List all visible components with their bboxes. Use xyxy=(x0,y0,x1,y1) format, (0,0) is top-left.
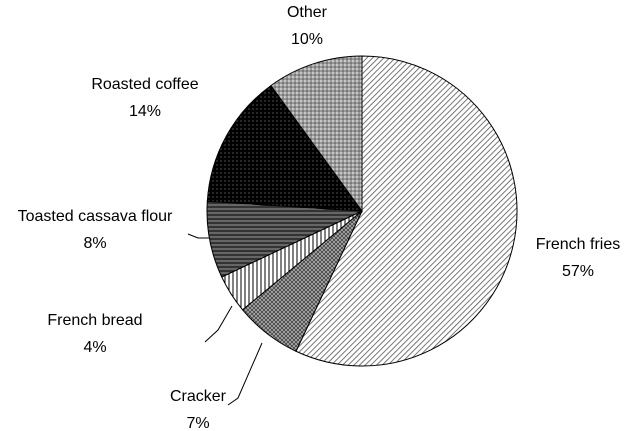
pie-slice xyxy=(295,55,518,367)
leader-line xyxy=(187,233,210,239)
slice-label: French bread 4% xyxy=(15,307,175,361)
category-label: French fries xyxy=(535,236,621,253)
leader-lines xyxy=(187,233,263,406)
category-label: French bread xyxy=(47,312,143,329)
pie-slice xyxy=(270,55,363,213)
percent-label: 57% xyxy=(561,263,595,280)
percent-label: 14% xyxy=(128,103,162,120)
percent-label: 8% xyxy=(83,235,107,252)
pie-slice xyxy=(206,84,364,212)
leader-line xyxy=(227,342,263,406)
leader-line xyxy=(204,305,233,343)
slice-label: Roasted coffee 14% xyxy=(65,71,225,125)
percent-label: 4% xyxy=(83,339,107,356)
slice-label: Toasted cassava flour 8% xyxy=(13,203,178,257)
slice-label: Other 10% xyxy=(267,0,347,53)
category-label: Cracker xyxy=(169,388,226,405)
category-label: Roasted coffee xyxy=(91,76,199,93)
percent-label: 10% xyxy=(290,31,324,48)
category-label: Toasted cassava flour xyxy=(17,208,173,225)
slice-label: Cracker 7% xyxy=(148,383,248,431)
slice-label: French fries 57% xyxy=(518,231,638,285)
category-label: Other xyxy=(286,4,327,21)
percent-label: 7% xyxy=(186,415,210,431)
